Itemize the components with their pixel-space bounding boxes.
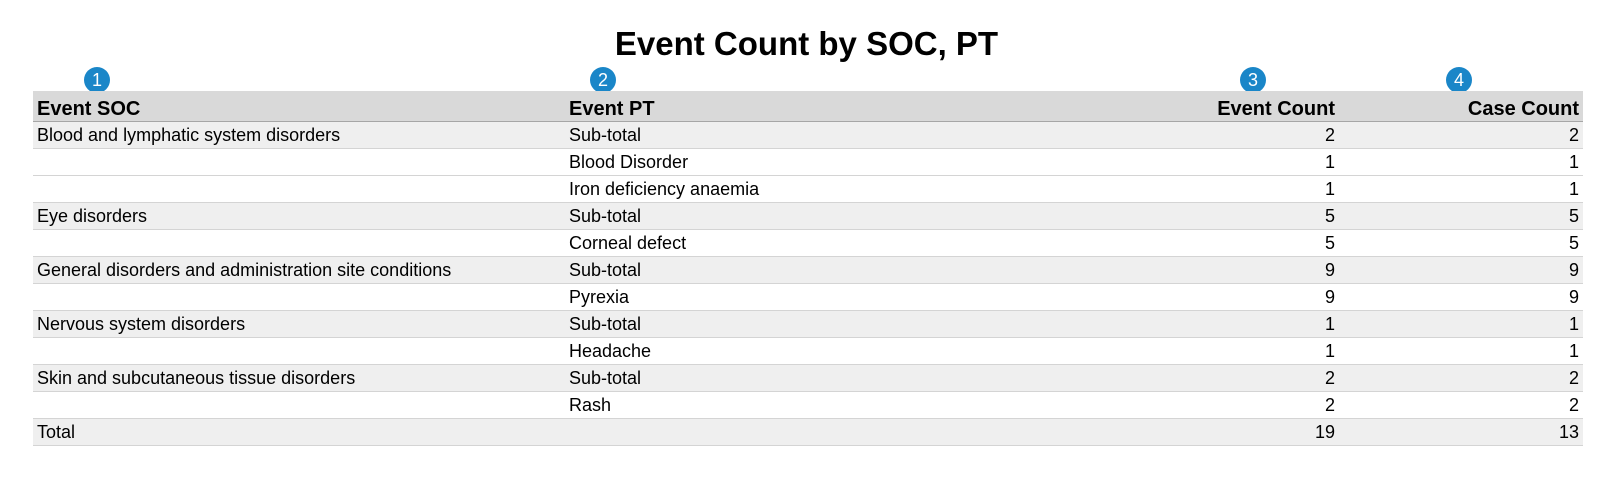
soc-cell: Eye disorders	[33, 202, 565, 230]
soc-cell	[33, 175, 565, 203]
pt-cell: Sub-total	[565, 202, 1095, 230]
column-header-case-count[interactable]: Case Count	[1339, 91, 1583, 122]
pt-cell: Sub-total	[565, 256, 1095, 284]
event-count-cell: 19	[1095, 418, 1339, 446]
pt-cell: Sub-total	[565, 364, 1095, 392]
table-row: Rash 2 2	[33, 391, 1583, 419]
soc-cell: General disorders and administration sit…	[33, 256, 565, 284]
case-count-cell: 1	[1339, 148, 1583, 176]
table-header-row: Event SOC Event PT Event Count Case Coun…	[33, 91, 1583, 122]
case-count-cell: 1	[1339, 310, 1583, 338]
case-count-cell: 5	[1339, 229, 1583, 257]
soc-cell	[33, 229, 565, 257]
column-marker-3-badge: 3	[1240, 67, 1266, 93]
case-count-cell: 1	[1339, 337, 1583, 365]
case-count-cell: 9	[1339, 283, 1583, 311]
table-row: Blood and lymphatic system disorders Sub…	[33, 121, 1583, 149]
event-count-cell: 1	[1095, 148, 1339, 176]
event-count-cell: 2	[1095, 391, 1339, 419]
pt-cell	[565, 418, 1095, 446]
pt-cell: Headache	[565, 337, 1095, 365]
case-count-cell: 2	[1339, 121, 1583, 149]
soc-cell: Total	[33, 418, 565, 446]
table-row: General disorders and administration sit…	[33, 256, 1583, 284]
case-count-cell: 1	[1339, 175, 1583, 203]
table-row: Iron deficiency anaemia 1 1	[33, 175, 1583, 203]
table-row: Corneal defect 5 5	[33, 229, 1583, 257]
pt-cell: Corneal defect	[565, 229, 1095, 257]
event-count-cell: 2	[1095, 364, 1339, 392]
column-marker-4-badge: 4	[1446, 67, 1472, 93]
soc-cell: Blood and lymphatic system disorders	[33, 121, 565, 149]
event-count-cell: 5	[1095, 229, 1339, 257]
table-row: Pyrexia 9 9	[33, 283, 1583, 311]
event-count-cell: 5	[1095, 202, 1339, 230]
event-count-cell: 9	[1095, 256, 1339, 284]
event-count-cell: 9	[1095, 283, 1339, 311]
table-row: Blood Disorder 1 1	[33, 148, 1583, 176]
event-count-table: Event SOC Event PT Event Count Case Coun…	[33, 91, 1583, 446]
pt-cell: Sub-total	[565, 310, 1095, 338]
report-title: Event Count by SOC, PT	[614, 25, 999, 62]
pt-cell: Blood Disorder	[565, 148, 1095, 176]
column-header-event-pt[interactable]: Event PT	[565, 91, 1095, 122]
event-count-cell: 1	[1095, 337, 1339, 365]
column-header-event-count[interactable]: Event Count	[1095, 91, 1339, 122]
case-count-cell: 2	[1339, 391, 1583, 419]
event-count-cell: 1	[1095, 175, 1339, 203]
table-row: Skin and subcutaneous tissue disorders S…	[33, 364, 1583, 392]
event-count-cell: 1	[1095, 310, 1339, 338]
soc-cell	[33, 148, 565, 176]
event-count-cell: 2	[1095, 121, 1339, 149]
case-count-cell: 2	[1339, 364, 1583, 392]
table-row: Eye disorders Sub-total 5 5	[33, 202, 1583, 230]
case-count-cell: 5	[1339, 202, 1583, 230]
table-row: Headache 1 1	[33, 337, 1583, 365]
pt-cell: Pyrexia	[565, 283, 1095, 311]
column-marker-2-badge: 2	[590, 67, 616, 93]
soc-cell	[33, 283, 565, 311]
soc-cell: Nervous system disorders	[33, 310, 565, 338]
column-header-event-soc[interactable]: Event SOC	[33, 91, 565, 122]
soc-cell	[33, 337, 565, 365]
total-row: Total 19 13	[33, 418, 1583, 446]
case-count-cell: 9	[1339, 256, 1583, 284]
pt-cell: Iron deficiency anaemia	[565, 175, 1095, 203]
soc-cell: Skin and subcutaneous tissue disorders	[33, 364, 565, 392]
column-marker-1-badge: 1	[84, 67, 110, 93]
pt-cell: Rash	[565, 391, 1095, 419]
case-count-cell: 13	[1339, 418, 1583, 446]
pt-cell: Sub-total	[565, 121, 1095, 149]
soc-cell	[33, 391, 565, 419]
table-row: Nervous system disorders Sub-total 1 1	[33, 310, 1583, 338]
